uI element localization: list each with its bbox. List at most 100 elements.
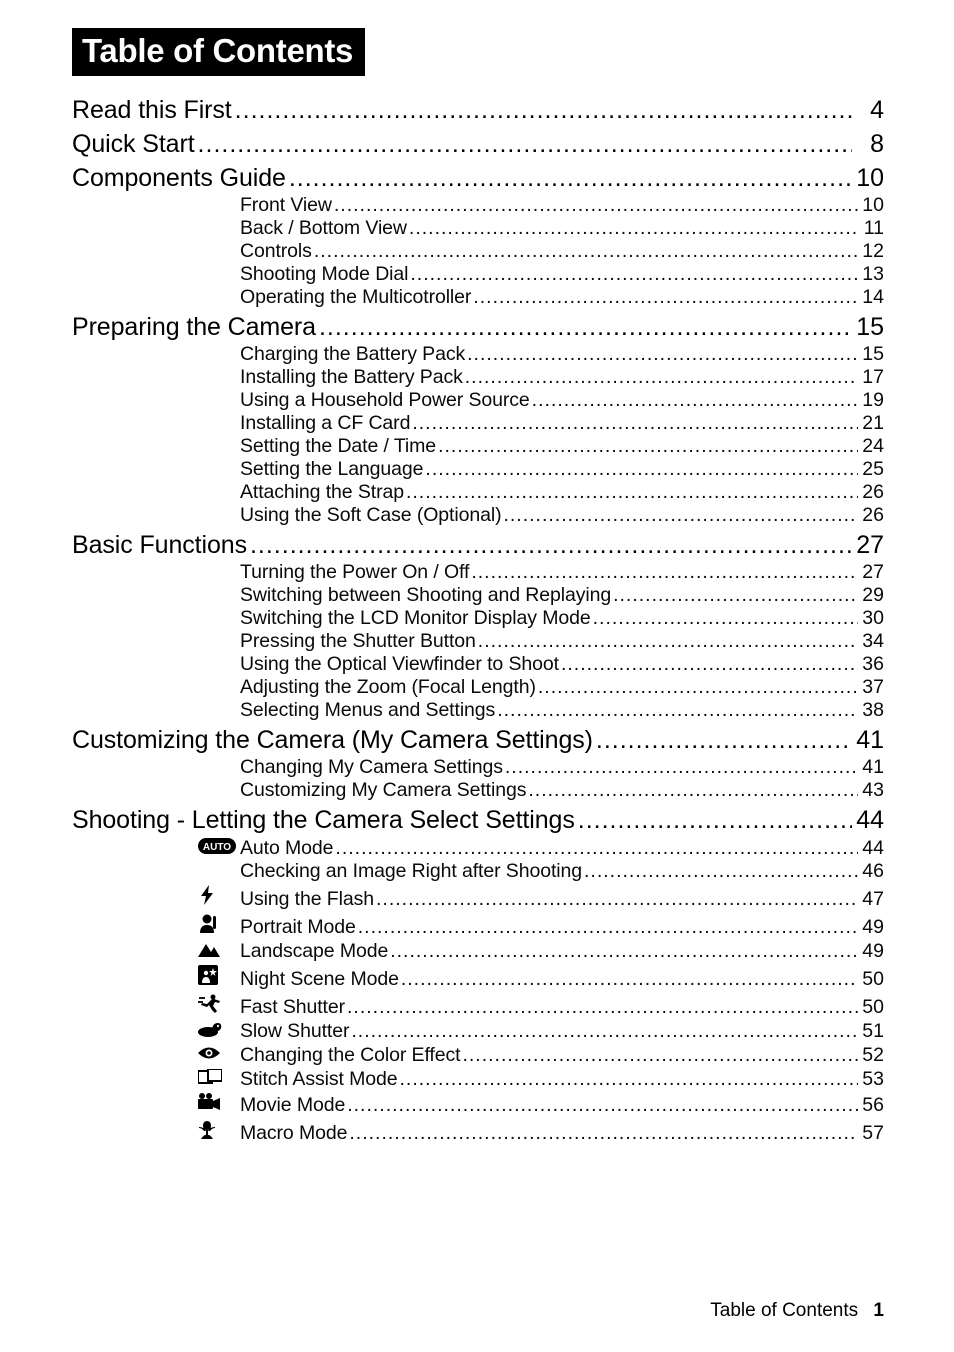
toc-entry-label: Attaching the Strap [240,483,406,503]
toc-leader-dots [400,1070,858,1090]
toc-entry-page: 26 [858,506,884,526]
toc-entry-page: 8 [852,132,884,157]
toc-leader-dots [406,483,858,503]
toc-entry-level2: Operating the Multicotroller14 [72,288,884,308]
toc-entry-page: 51 [858,1022,884,1042]
toc-leader-dots [503,506,858,526]
toc-leader-dots [596,728,852,754]
toc-leader-dots [561,655,858,675]
toc-leader-dots [351,1022,858,1042]
toc-entry-label: Switching between Shooting and Replaying [240,586,613,606]
toc-entry-level2: Switching between Shooting and Replaying… [72,586,884,606]
toc-entry-label: Fast Shutter [240,998,347,1018]
portrait-icon [198,913,240,933]
macro-mode-icon [198,1119,240,1139]
toc-entry-label: Switching the LCD Monitor Display Mode [240,609,593,629]
toc-entry-label: Night Scene Mode [240,970,401,990]
toc-entry-level2: AUTOAuto Mode 44 [72,838,884,859]
toc-entry-label: Selecting Menus and Settings [240,701,497,721]
toc-entry-label: Auto Mode [240,839,335,859]
toc-entry-level2: Setting the Date / Time24 [72,437,884,457]
toc-entry-label: Turning the Power On / Off [240,563,471,583]
footer-page-number: 1 [863,1300,884,1321]
toc-entry-level2: Changing the Color Effect52 [72,1045,884,1066]
toc-leader-dots [289,166,852,192]
toc-entry-level2: Using the Soft Case (Optional) 26 [72,506,884,526]
toc-leader-dots [465,368,858,388]
toc-entry-level1: Shooting - Letting the Camera Select Set… [72,808,884,834]
toc-entry-page: 41 [852,728,884,753]
toc-entry-page: 41 [858,758,884,778]
toc-entry-page: 15 [852,315,884,340]
toc-entry-level2: Shooting Mode Dial13 [72,265,884,285]
toc-entry-level1: Preparing the Camera15 [72,315,884,341]
toc-leader-dots [478,632,858,652]
toc-entry-page: 4 [852,98,884,123]
toc-entry-page: 17 [858,368,884,388]
toc-entry-label: Using the Soft Case (Optional) [240,506,503,526]
toc-entry-page: 50 [858,998,884,1018]
toc-entry-label: Macro Mode [240,1124,349,1144]
toc-entry-label: Charging the Battery Pack [240,345,467,365]
toc-entry-label: Using the Optical Viewfinder to Shoot [240,655,561,675]
toc-entry-page: 19 [858,391,884,411]
auto-mode-icon: AUTO [198,838,240,854]
toc-entry-level2: Setting the Language25 [72,460,884,480]
toc-entry-label: Pressing the Shutter Button [240,632,478,652]
toc-entry-level2: Charging the Battery Pack15 [72,345,884,365]
toc-entry-level1: Components Guide 10 [72,166,884,192]
toc-entry-level2: Portrait Mode49 [72,913,884,938]
toc-entry-page: 10 [852,166,884,191]
toc-entry-page: 11 [858,219,884,239]
toc-entry-page: 46 [858,862,884,882]
toc-entry-level2: Macro Mode 57 [72,1119,884,1144]
toc-leader-dots [198,132,852,158]
toc-leader-dots [250,533,852,559]
toc-entry-level2: Adjusting the Zoom (Focal Length)37 [72,678,884,698]
toc-leader-dots [584,862,858,882]
toc-entry-label: Changing My Camera Settings [240,758,505,778]
toc-leader-dots [471,563,858,583]
toc-leader-dots [438,437,858,457]
toc-leader-dots [532,391,858,411]
slow-shutter-icon [198,1021,240,1037]
toc-leader-dots [505,758,858,778]
toc-entry-page: 44 [852,808,884,833]
toc-leader-dots [401,970,858,990]
toc-entry-label: Using a Household Power Source [240,391,532,411]
toc-leader-dots [593,609,858,629]
toc-entry-level2: Movie Mode56 [72,1093,884,1116]
toc-entry-page: 49 [858,918,884,938]
toc-entry-label: Movie Mode [240,1096,347,1116]
toc-entry-level2: Customizing My Camera Settings43 [72,781,884,801]
toc-entry-label: Controls [240,242,314,262]
toc-entry-level2: Checking an Image Right after Shooting 46 [72,862,884,882]
toc-entry-page: 38 [858,701,884,721]
toc-entry-label: Stitch Assist Mode [240,1070,400,1090]
toc-leader-dots [319,315,852,341]
toc-entry-page: 44 [858,839,884,859]
toc-leader-dots [314,242,858,262]
toc-leader-dots [347,998,858,1018]
landscape-icon [198,941,240,957]
toc-entry-level1: Customizing the Camera (My Camera Settin… [72,728,884,754]
toc-entry-level2: Pressing the Shutter Button34 [72,632,884,652]
footer-text: Table of Contents [710,1300,858,1321]
fast-shutter-icon [198,993,240,1013]
toc-entry-label: Checking an Image Right after Shooting [240,862,584,882]
toc-entry-label: Components Guide [72,166,289,191]
toc-entry-page: 57 [858,1124,884,1144]
toc-entry-page: 30 [858,609,884,629]
toc-leader-dots [347,1096,858,1116]
toc-entry-level2: Changing My Camera Settings 41 [72,758,884,778]
toc-leader-dots [235,98,852,124]
toc-entry-page: 27 [858,563,884,583]
toc-entry-page: 52 [858,1046,884,1066]
toc-entry-page: 50 [858,970,884,990]
toc-entry-label: Read this First [72,98,235,123]
auto-mode-icon: AUTO [198,838,236,854]
toc-entry-level1: Basic Functions27 [72,533,884,559]
toc-entry-level2: Installing the Battery Pack17 [72,368,884,388]
toc-entry-label: Setting the Date / Time [240,437,438,457]
toc-entry-page: 26 [858,483,884,503]
